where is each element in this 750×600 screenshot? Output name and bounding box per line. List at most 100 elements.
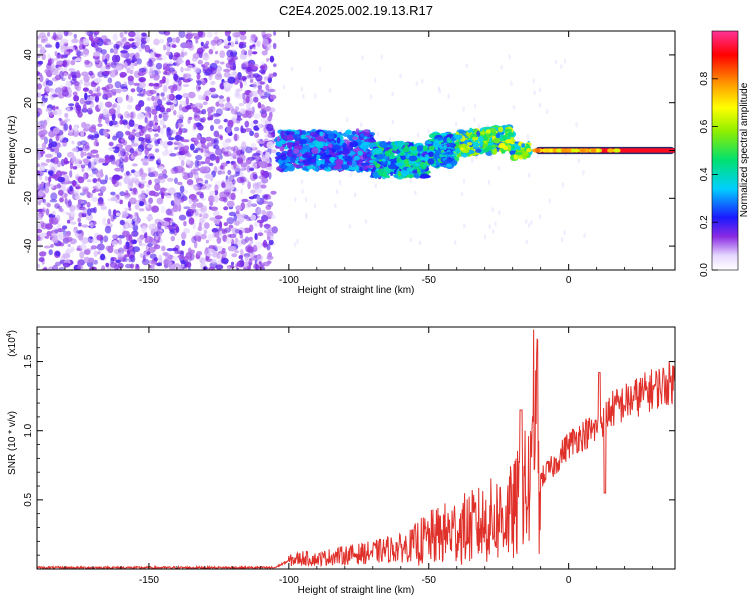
band-blob <box>335 158 344 166</box>
noise-blob <box>170 88 174 94</box>
noise-blob <box>93 188 101 192</box>
noise-blob <box>267 88 276 93</box>
noise-blob <box>125 245 130 250</box>
noise-blob <box>44 136 48 145</box>
noise-blob <box>154 122 159 126</box>
noise-blob <box>268 251 272 259</box>
noise-blob <box>232 148 241 156</box>
noise-blob <box>226 96 231 103</box>
spectrogram-x-tick-label: -100 <box>279 275 299 286</box>
noise-blob <box>193 66 200 73</box>
noise-blob <box>125 57 133 64</box>
noise-blob <box>148 197 154 204</box>
noise-blob <box>137 37 141 46</box>
noise-blob <box>174 146 179 150</box>
noise-blob <box>37 35 41 40</box>
noise-blob <box>251 66 259 71</box>
noise-blob <box>141 32 147 37</box>
noise-blob <box>483 234 487 240</box>
noise-blob <box>123 81 128 86</box>
noise-blob <box>64 197 68 205</box>
noise-blob <box>563 58 567 64</box>
noise-blob <box>86 201 91 208</box>
band-blob <box>422 163 428 167</box>
noise-blob <box>132 129 136 133</box>
noise-blob <box>305 214 308 219</box>
noise-blob <box>82 87 89 92</box>
noise-blob <box>236 117 243 121</box>
noise-blob <box>183 73 192 79</box>
noise-blob <box>88 173 94 177</box>
band-blob <box>406 167 414 172</box>
noise-blob <box>237 157 244 165</box>
noise-blob <box>233 161 237 170</box>
noise-blob <box>57 189 64 196</box>
band-blob <box>456 150 460 154</box>
noise-blob <box>63 50 68 55</box>
snr-line <box>37 329 675 569</box>
noise-blob <box>52 156 59 165</box>
noise-blob <box>232 63 237 71</box>
noise-blob <box>538 102 541 108</box>
noise-blob <box>208 266 215 270</box>
noise-blob <box>261 214 269 222</box>
noise-blob <box>251 161 258 170</box>
noise-blob <box>157 99 163 106</box>
noise-blob <box>226 126 232 134</box>
noise-blob <box>234 250 239 254</box>
noise-blob <box>219 221 223 229</box>
figure-title: C2E4.2025.002.19.13.R17 <box>279 3 433 18</box>
band-blob <box>470 141 480 147</box>
noise-blob <box>87 135 92 140</box>
noise-blob <box>89 154 97 158</box>
noise-blob <box>178 104 183 112</box>
noise-blob <box>52 227 59 231</box>
noise-blob <box>300 179 304 185</box>
noise-blob <box>115 266 119 270</box>
noise-blob <box>246 165 251 173</box>
noise-blob <box>61 89 69 97</box>
noise-blob <box>151 95 156 102</box>
noise-blob <box>210 39 217 47</box>
noise-blob <box>269 107 276 113</box>
noise-blob <box>209 153 217 161</box>
noise-blob <box>158 254 163 261</box>
noise-blob <box>84 59 90 65</box>
noise-blob <box>54 146 60 154</box>
band-blob <box>373 174 381 178</box>
noise-blob <box>73 226 78 231</box>
noise-blob <box>142 255 146 262</box>
band-blob <box>306 165 316 170</box>
noise-blob <box>72 166 78 170</box>
noise-blob <box>220 61 225 65</box>
noise-blob <box>84 145 90 150</box>
noise-blob <box>37 108 43 116</box>
line-band-blob <box>561 148 567 153</box>
noise-blob <box>182 73 187 80</box>
noise-blob <box>125 223 130 229</box>
noise-blob <box>104 225 112 234</box>
noise-blob <box>103 41 107 46</box>
noise-blob <box>93 259 98 265</box>
band-blob <box>373 161 378 166</box>
noise-blob <box>53 184 62 189</box>
noise-blob <box>62 119 68 124</box>
noise-blob <box>37 60 44 65</box>
noise-blob <box>172 247 179 252</box>
noise-blob <box>53 127 60 134</box>
noise-blob <box>178 77 186 81</box>
noise-blob <box>260 95 267 99</box>
noise-blob <box>427 129 430 134</box>
colorbar-tick-label: 0.0 <box>699 263 710 277</box>
noise-blob <box>40 101 46 107</box>
band-blob <box>477 135 484 143</box>
noise-blob <box>157 157 161 163</box>
noise-blob <box>195 84 201 92</box>
noise-blob <box>58 242 65 247</box>
noise-blob <box>148 246 156 253</box>
noise-blob <box>241 198 249 203</box>
noise-blob <box>134 137 140 145</box>
noise-blob <box>204 61 210 66</box>
band-blob <box>366 132 370 137</box>
noise-blob <box>227 119 234 127</box>
